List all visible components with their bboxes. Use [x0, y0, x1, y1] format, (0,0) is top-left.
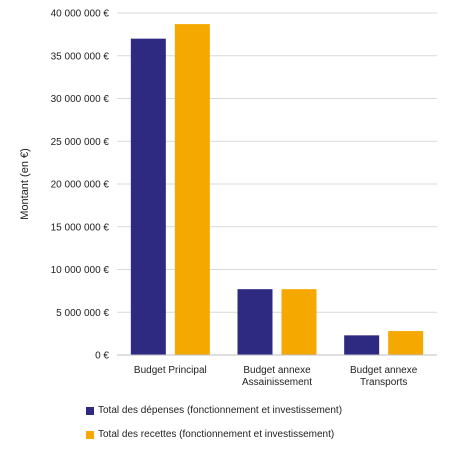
- legend-item-recettes: Total des recettes (fonctionnement et in…: [86, 429, 334, 440]
- y-axis-title: Montant (en €): [19, 148, 31, 220]
- y-tick-label: 35 000 000 €: [51, 51, 110, 62]
- legend-label-depenses: Total des dépenses (fonctionnement et in…: [98, 405, 343, 416]
- legend-label-recettes: Total des recettes (fonctionnement et in…: [98, 429, 335, 440]
- y-tick-label: 20 000 000 €: [51, 180, 110, 191]
- y-tick-label: 0 €: [95, 351, 109, 362]
- bar-recettes: [281, 289, 317, 355]
- y-tick-label: 25 000 000 €: [51, 137, 110, 148]
- x-category-label: Budget annexe Transports: [350, 365, 418, 388]
- bar-chart: 0 € 5 000 000 € 10 000 000 € 15 000 000 € 20…: [19, 9, 437, 388]
- x-category-label: Budget Principal: [134, 365, 207, 376]
- legend-item-depenses: Total des dépenses (fonctionnement et in…: [86, 405, 342, 416]
- y-tick-label: 10 000 000 €: [51, 265, 110, 276]
- bar-recettes: [174, 24, 210, 356]
- bar-depenses: [344, 335, 380, 355]
- y-tick-label: 40 000 000 €: [51, 9, 110, 20]
- x-category-label: Budget annexe Assainissement: [242, 365, 312, 388]
- y-tick-label: 15 000 000 €: [51, 222, 110, 233]
- y-tick-label: 30 000 000 €: [51, 94, 110, 105]
- legend-swatch-recettes: [86, 430, 94, 439]
- bar-depenses: [130, 38, 166, 356]
- bar-depenses: [237, 289, 273, 355]
- legend-swatch-depenses: [86, 406, 94, 415]
- bar-recettes: [388, 331, 424, 355]
- y-tick-label: 5 000 000 €: [56, 308, 109, 319]
